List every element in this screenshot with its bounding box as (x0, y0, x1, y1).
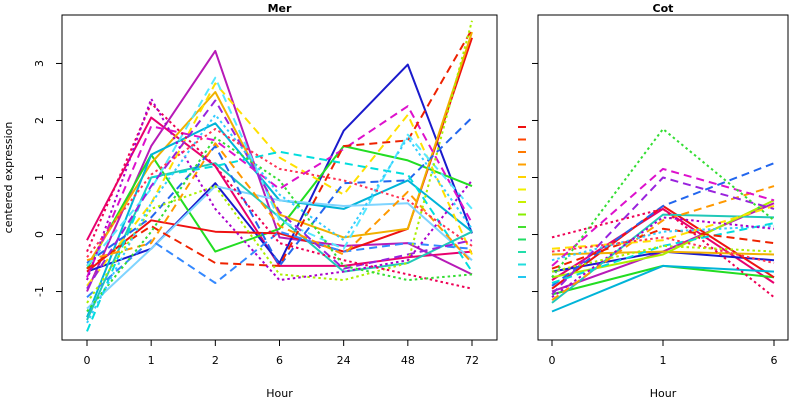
series-line (551, 216, 775, 299)
x-axis-label: Hour (650, 387, 677, 400)
series-line (551, 264, 775, 313)
series-line (551, 225, 775, 262)
y-tick-label: -1 (33, 286, 46, 297)
x-tick-label: 48 (401, 354, 415, 367)
y-tick-label: 2 (33, 117, 46, 124)
series-line (86, 230, 473, 298)
series-line (551, 128, 775, 278)
series-line (86, 97, 473, 282)
series-line (86, 142, 473, 264)
y-axis-label: centered expression (2, 122, 15, 234)
series-line (86, 105, 473, 278)
y-tick-label: 1 (33, 174, 46, 181)
panel-frame (61, 14, 498, 341)
series-line (551, 236, 775, 264)
panel-title: Cot (653, 2, 674, 15)
x-tick-label: 0 (84, 354, 91, 367)
series-line (86, 113, 473, 324)
series-line (551, 205, 775, 250)
series-line (551, 176, 775, 296)
x-tick-label: 2 (212, 354, 219, 367)
x-tick-label: 6 (771, 354, 778, 367)
series-line (86, 49, 473, 292)
x-tick-label: 6 (276, 354, 283, 367)
x-tick-label: 1 (660, 354, 667, 367)
series-line (551, 185, 775, 301)
series-line (551, 162, 775, 287)
y-tick-label: 0 (33, 231, 46, 238)
series-line (86, 162, 473, 321)
series-line (86, 99, 473, 290)
series-line (86, 150, 473, 332)
series-line (86, 128, 473, 258)
series-line (86, 82, 473, 287)
series-line (551, 244, 775, 273)
x-axis-label: Hour (266, 387, 293, 400)
series-line (86, 31, 473, 267)
x-tick-label: 1 (148, 354, 155, 367)
series-line (551, 207, 775, 298)
x-tick-label: 24 (337, 354, 351, 367)
panel-title: Mer (268, 2, 292, 15)
series-line (86, 116, 473, 267)
y-tick-label: 3 (33, 60, 46, 67)
x-tick-label: 72 (465, 354, 479, 367)
series-line (86, 185, 473, 310)
x-tick-label: 0 (549, 354, 556, 367)
series-line (86, 76, 473, 267)
series-line (86, 28, 473, 270)
series-line (86, 102, 473, 290)
series-line (86, 136, 473, 313)
